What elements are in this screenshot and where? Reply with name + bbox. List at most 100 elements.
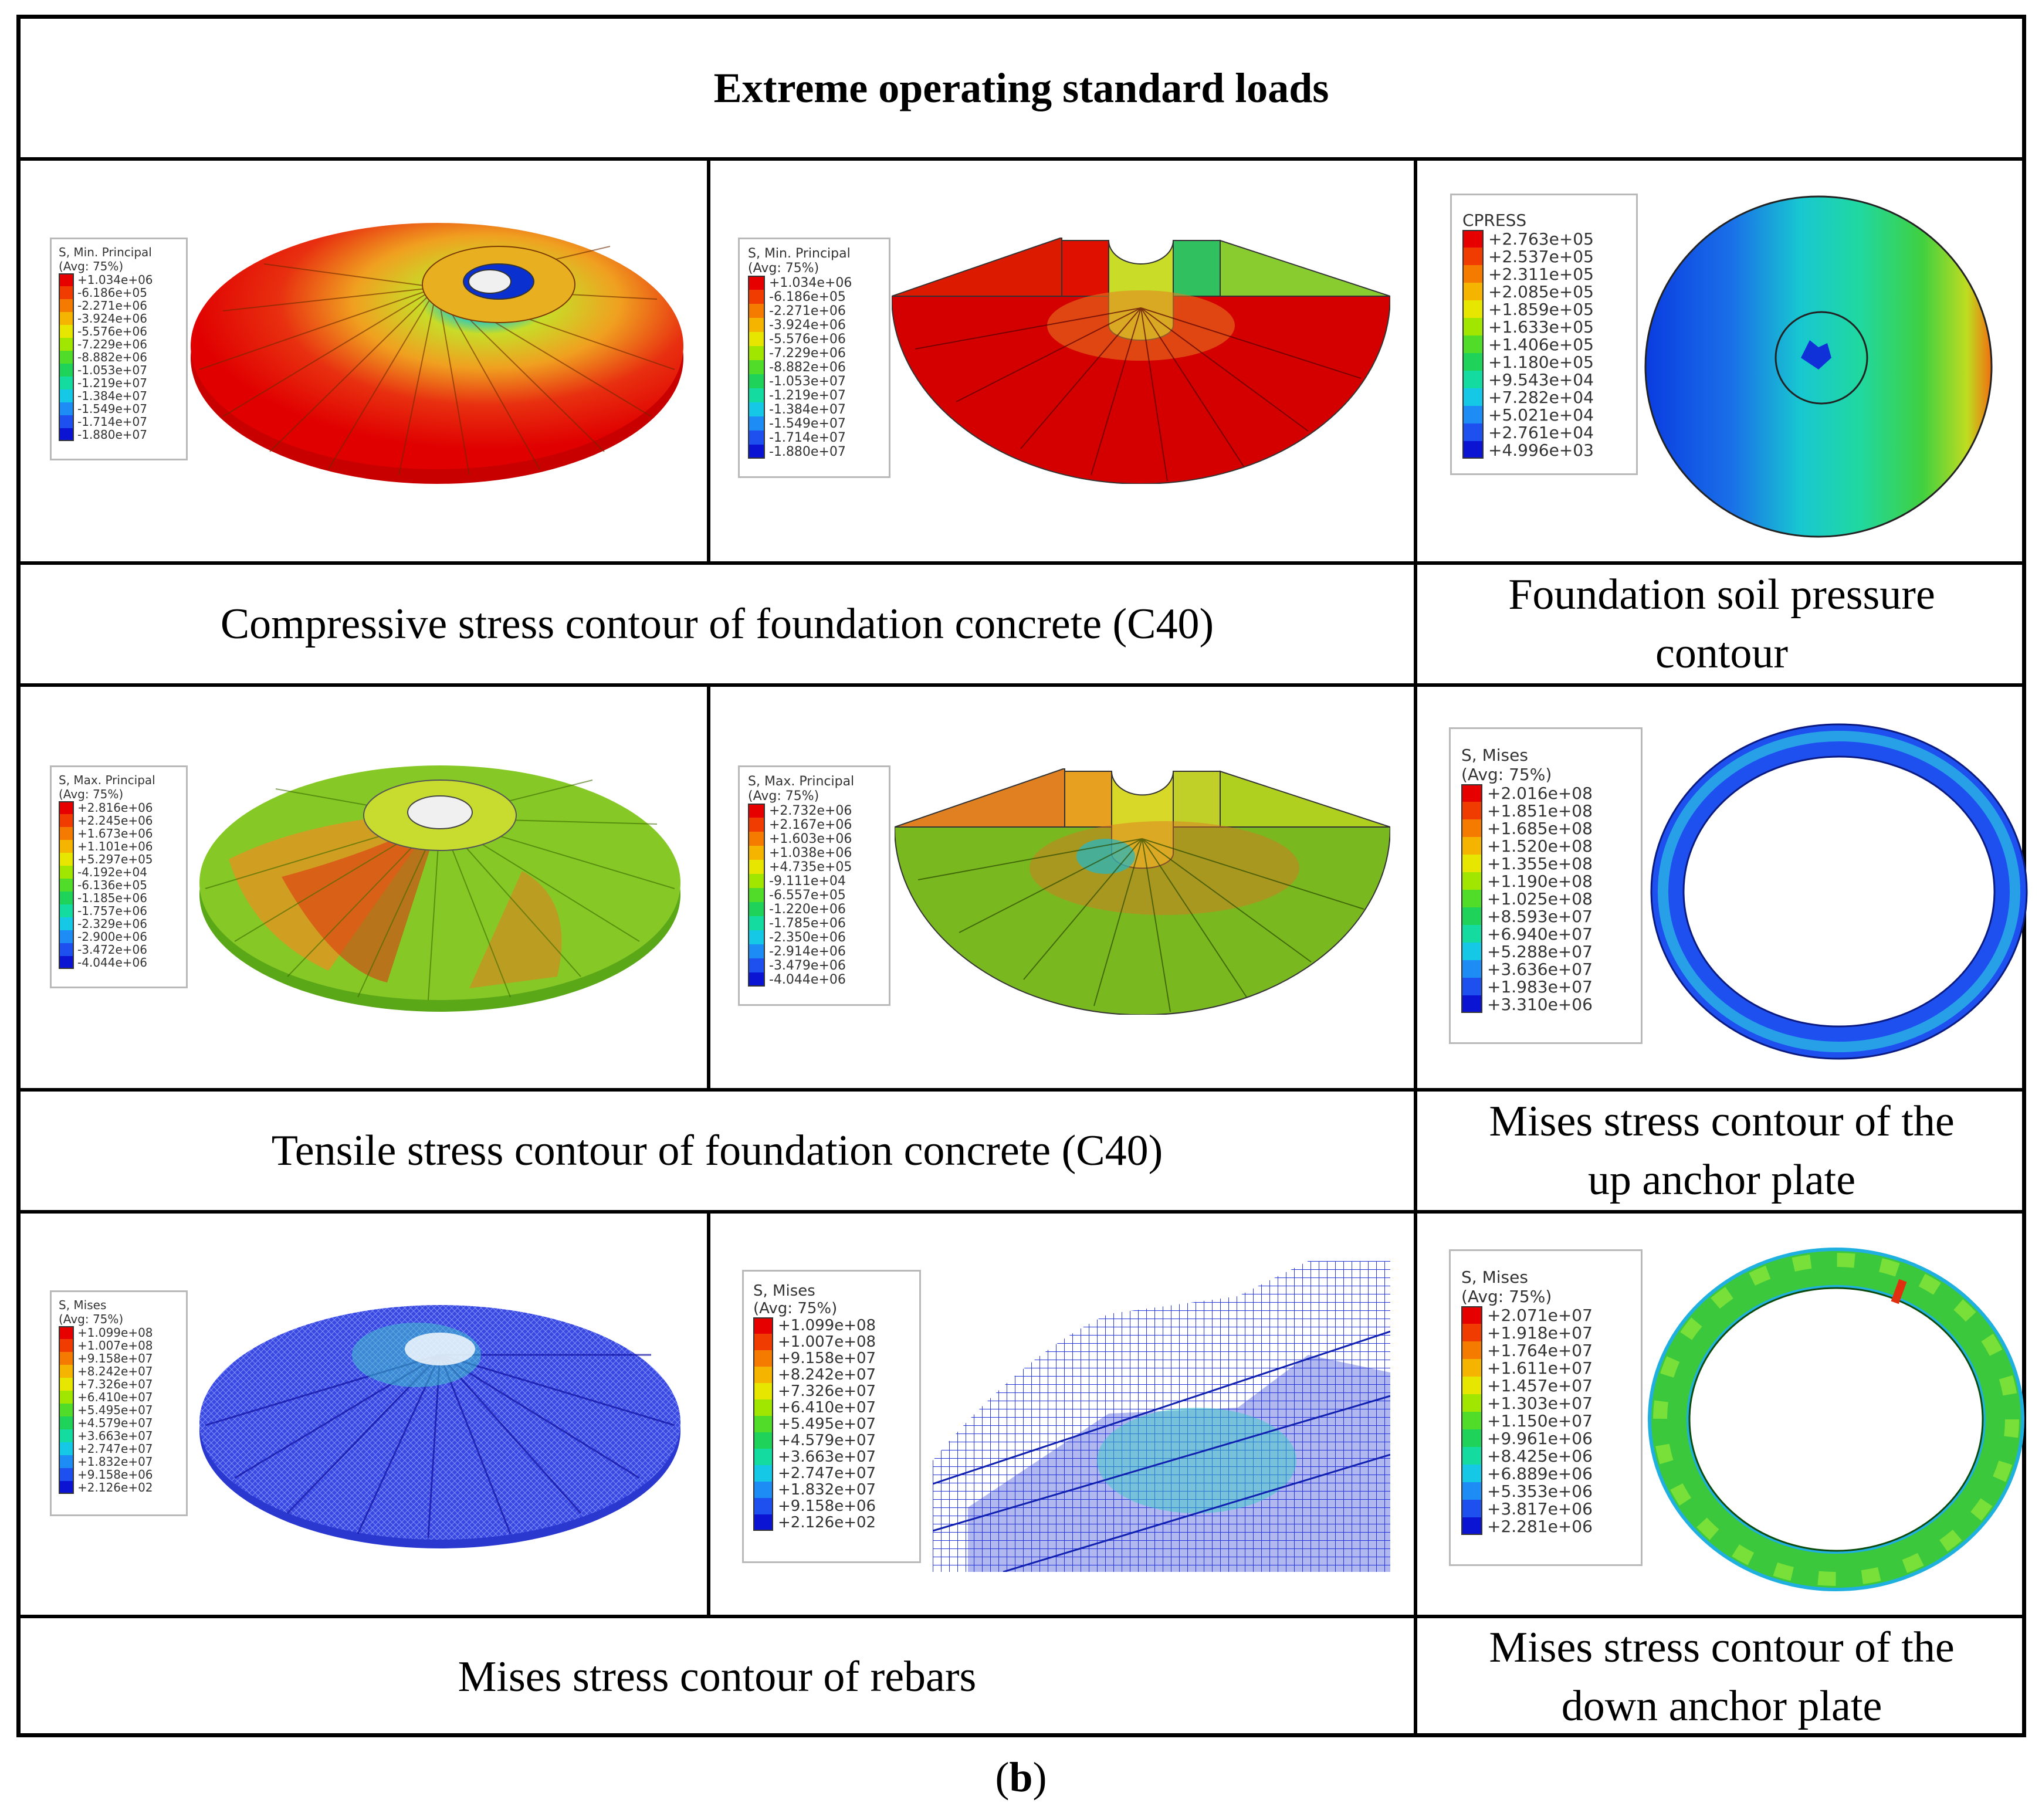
legend-swatch (748, 374, 765, 388)
legend-entry: +3.636e+07 (1461, 959, 1630, 979)
legend-entry: +2.747e+07 (753, 1465, 910, 1482)
caption-rebars-text: Mises stress contour of rebars (458, 1653, 977, 1701)
row-divider (16, 683, 2026, 687)
down-anchor-plate-ring-contour (1648, 1248, 2024, 1591)
caption-down-plate: Mises stress contour of the down anchor … (1417, 1618, 2026, 1736)
legend-entry: +5.297e+05 (59, 852, 179, 866)
legend-value: +7.282e+04 (1488, 387, 1594, 407)
legend-swatch (1462, 353, 1484, 371)
legend-swatch (753, 1482, 773, 1498)
legend-swatch (59, 299, 74, 312)
legend-compressive-3d: S, Min. Principal (Avg: 75%) +1.034e+06 -6.… (50, 238, 188, 460)
up-anchor-plate-ring-contour (1650, 723, 2028, 1060)
legend-entry: -2.900e+06 (59, 930, 179, 944)
legend-swatch (1462, 265, 1484, 283)
legend-swatch (59, 840, 74, 853)
legend-value: +6.410e+07 (778, 1399, 876, 1416)
legend-entry: +2.016e+08 (1461, 784, 1630, 803)
legend-swatch (748, 958, 765, 972)
legend-up-anchor-plate: S, Mises (Avg: 75%) +2.016e+08 +1.851e+08 +1… (1449, 727, 1643, 1044)
legend-entry: +3.817e+06 (1461, 1499, 1630, 1519)
legend-rebars-3d: S, Mises (Avg: 75%) +1.099e+08 +1.007e+08 +9… (50, 1290, 188, 1516)
legend-value: +5.021e+04 (1488, 405, 1594, 425)
legend-avg: (Avg: 75%) (1461, 1287, 1552, 1306)
legend-entry: +2.281e+06 (1461, 1516, 1630, 1536)
col-divider (707, 157, 710, 565)
subfigure-paren-close: ) (1032, 1753, 1047, 1801)
legend-entry: +6.410e+07 (59, 1390, 179, 1404)
legend-swatch (748, 346, 765, 360)
legend-value: -3.924e+06 (77, 311, 147, 326)
legend-tensile-section: S, Max. Principal (Avg: 75%) +2.732e+06 +2.… (738, 765, 890, 1006)
legend-swatch (753, 1416, 773, 1432)
legend-entry: -1.880e+07 (748, 445, 881, 459)
legend-swatch (748, 332, 765, 346)
legend-title: S, Min. Principal (59, 245, 152, 259)
legend-swatch (59, 814, 74, 827)
legend-swatch (59, 801, 74, 814)
legend-entry: +2.747e+07 (59, 1442, 179, 1456)
legend-value: +1.101e+06 (77, 839, 153, 853)
legend-swatch (1461, 1394, 1482, 1412)
legend-value: +9.543e+04 (1488, 370, 1594, 389)
legend-value: +3.636e+07 (1487, 959, 1593, 979)
caption-up-plate-line2: up anchor plate (1587, 1156, 1856, 1204)
caption-rebars: Mises stress contour of rebars (21, 1618, 1414, 1736)
legend-entry: +5.288e+07 (1461, 941, 1630, 961)
legend-swatch (1461, 978, 1482, 995)
legend-swatch (748, 888, 765, 902)
legend-value: -3.924e+06 (769, 317, 846, 333)
legend-swatch (59, 402, 74, 415)
legend-entry: +4.579e+07 (753, 1432, 910, 1449)
legend-swatch (1462, 300, 1484, 318)
legend-entry: +6.410e+07 (753, 1399, 910, 1416)
legend-entry: -1.757e+06 (59, 904, 179, 918)
legend-swatch (753, 1514, 773, 1531)
legend-value: +1.832e+07 (77, 1455, 153, 1469)
legend-entry: +5.353e+06 (1461, 1482, 1630, 1501)
legend-value: +2.071e+07 (1487, 1305, 1593, 1325)
legend-value: -4.192e+04 (77, 865, 147, 879)
legend-value: -7.229e+06 (769, 345, 846, 361)
legend-swatch (59, 1352, 74, 1365)
legend-value: -1.219e+07 (769, 388, 846, 403)
legend-value: +2.732e+06 (769, 803, 852, 818)
caption-tensile: Tensile stress contour of foundation con… (21, 1092, 1414, 1210)
legend-value: +1.303e+07 (1487, 1393, 1593, 1413)
legend-entry: -3.924e+06 (59, 311, 179, 326)
legend-entry: +2.085e+05 (1462, 282, 1626, 301)
legend-value: +1.007e+08 (778, 1333, 876, 1351)
legend-value: -2.271e+06 (769, 303, 846, 318)
legend-value: -1.384e+07 (77, 389, 147, 403)
legend-swatch (59, 1378, 74, 1391)
legend-swatch (1461, 837, 1482, 855)
legend-entry: -1.185e+06 (59, 891, 179, 905)
legend-value: -8.882e+06 (769, 360, 846, 375)
legend-entry: +1.851e+08 (1461, 801, 1630, 821)
legend-entry: +1.007e+08 (59, 1338, 179, 1353)
legend-value: +1.406e+05 (1488, 334, 1594, 354)
legend-entry: +1.918e+07 (1461, 1323, 1630, 1343)
legend-swatch (1462, 441, 1484, 459)
legend-entry: +2.126e+02 (753, 1514, 910, 1531)
legend-value: +9.158e+07 (77, 1351, 153, 1365)
legend-value: +9.158e+07 (778, 1350, 876, 1367)
tensile-3d-contour (199, 765, 680, 1012)
legend-value: -8.882e+06 (77, 350, 147, 364)
legend-value: +1.190e+08 (1487, 871, 1593, 891)
legend-swatch (1461, 1324, 1482, 1341)
caption-soil-pressure-line1: Foundation soil pressure (1508, 571, 1935, 619)
legend-value: +5.288e+07 (1487, 941, 1593, 961)
legend-swatch (59, 1442, 74, 1455)
legend-value: +2.281e+06 (1487, 1516, 1593, 1536)
legend-value: +1.673e+06 (77, 826, 153, 840)
caption-compressive-text: Compressive stress contour of foundation… (220, 600, 1214, 648)
legend-avg: (Avg: 75%) (59, 259, 124, 273)
legend-swatch (1461, 855, 1482, 872)
legend-title: S, Mises (1461, 1267, 1528, 1287)
legend-entry: +9.543e+04 (1462, 370, 1626, 389)
legend-swatch (748, 416, 765, 431)
legend-value: -1.785e+06 (769, 916, 846, 931)
legend-value: +6.940e+07 (1487, 924, 1593, 944)
legend-entry: -6.186e+05 (748, 290, 881, 304)
